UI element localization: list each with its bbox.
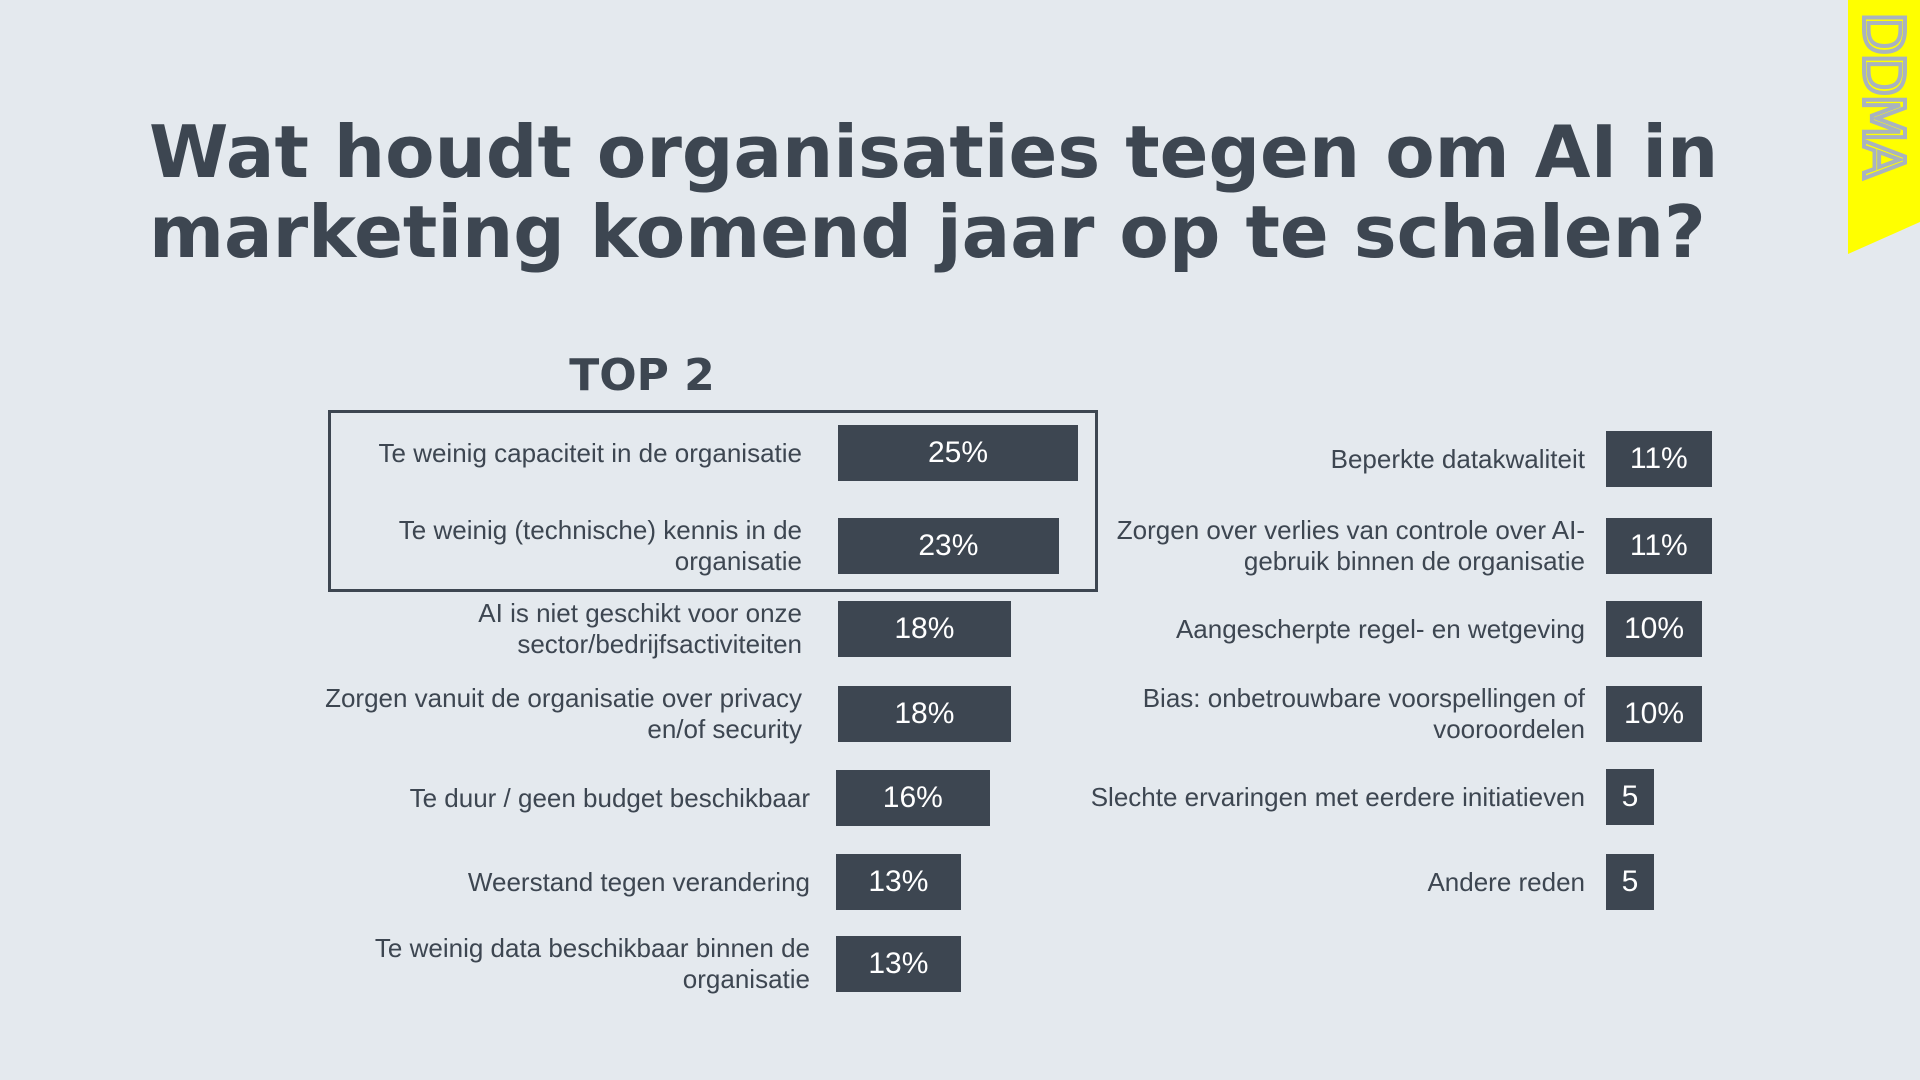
left-bar-label: Weerstand tegen verandering (467, 866, 810, 897)
right-bar-label: Zorgen over verlies van controle over AI… (1116, 515, 1585, 576)
top-2-heading: TOP 2 (569, 350, 715, 401)
left-bar-label: Zorgen vanuit de organisatie over privac… (325, 683, 802, 744)
right-bar: 10% (1606, 601, 1702, 657)
bar-value-label: 5 (1621, 780, 1639, 813)
left-bar-label: Te duur / geen budget beschikbaar (409, 782, 810, 813)
left-bar: 16% (836, 770, 990, 826)
right-bar-label: Andere reden (1427, 866, 1585, 897)
bar-value-label: 5 (1621, 865, 1639, 898)
bar-value-label: 18% (894, 612, 955, 645)
left-bar-label: Te weinig capaciteit in de organisatie (378, 437, 802, 468)
bar-value-label: 13% (868, 947, 929, 980)
bar-value-label: 23% (918, 529, 979, 562)
left-bar: 25% (838, 425, 1078, 481)
bar-value-label: 10% (1623, 697, 1685, 730)
right-bar-label: Beperkte datakwaliteit (1330, 443, 1585, 474)
right-bar: 11% (1606, 431, 1712, 487)
right-bar-label: Slechte ervaringen met eerdere initiatie… (1090, 781, 1585, 812)
left-bar: 13% (836, 936, 961, 992)
left-bar: 13% (836, 854, 961, 910)
right-bar: 11% (1606, 518, 1712, 574)
left-bar: 18% (838, 601, 1011, 657)
right-bar-label: Bias: onbetrouwbare voorspellingen of vo… (1142, 683, 1585, 744)
right-bar: 5 (1606, 854, 1654, 910)
right-bar-label: Aangescherpte regel- en wetgeving (1175, 613, 1585, 644)
ddma-logo: DDMA (1848, 0, 1920, 254)
left-bar: 18% (838, 686, 1011, 742)
left-bar-label: Te weinig (technische) kennis in de orga… (398, 515, 802, 576)
left-bar: 23% (838, 518, 1059, 574)
right-bar: 10% (1606, 686, 1702, 742)
left-bar-label: Te weinig data beschikbaar binnen de org… (374, 933, 810, 994)
bar-value-label: 18% (894, 697, 955, 730)
left-bar-label: AI is niet geschikt voor onze sector/bed… (478, 598, 802, 659)
bar-value-label: 11% (1629, 529, 1688, 562)
bar-value-label: 25% (927, 436, 989, 469)
page-title: Wat houdt organisaties tegen om AI in ma… (149, 110, 1719, 274)
svg-text:DDMA: DDMA (1850, 12, 1915, 179)
bar-value-label: 10% (1623, 612, 1685, 645)
top-2-highlight-box (328, 410, 1098, 592)
bar-value-label: 16% (882, 781, 943, 814)
bar-value-label: 11% (1629, 442, 1688, 475)
bar-value-label: 13% (868, 865, 929, 898)
right-bar: 5 (1606, 769, 1654, 825)
